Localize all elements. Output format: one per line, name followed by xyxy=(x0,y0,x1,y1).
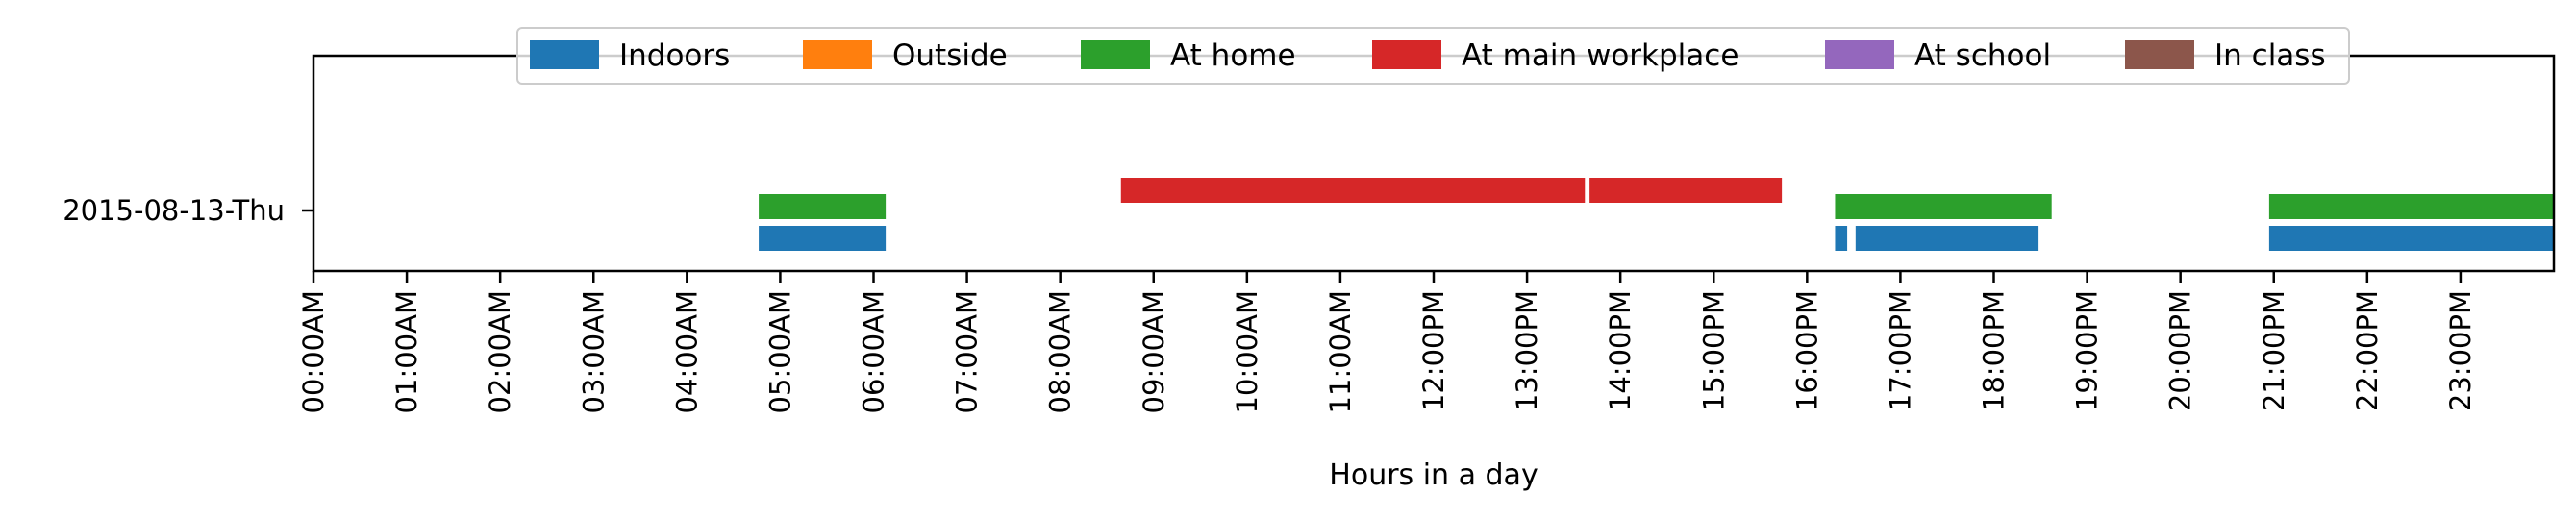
legend-swatch xyxy=(530,40,599,69)
plot-frame xyxy=(312,54,2556,273)
timeline-segment xyxy=(1589,178,1783,203)
y-tick-label: 2015-08-13-Thu xyxy=(63,194,285,227)
legend-swatch xyxy=(1372,40,1441,69)
legend-swatch xyxy=(2125,40,2194,69)
timeline-segment xyxy=(1120,178,1586,203)
timeline-segment xyxy=(1835,194,2052,219)
legend-label: In class xyxy=(2214,38,2326,73)
x-axis: 00:00AM 01:00AM 02:00AM 03:00AM 04:00AM 05:00… xyxy=(297,271,2477,413)
timeline-segment xyxy=(759,226,887,251)
legend-swatch xyxy=(1825,40,1894,69)
x-tick-label: 02:00AM xyxy=(484,290,516,413)
x-tick-label: 11:00AM xyxy=(1324,290,1357,413)
legend-swatch xyxy=(1081,40,1150,69)
x-tick-label: 17:00PM xyxy=(1884,290,1916,411)
legend-label: At main workplace xyxy=(1462,38,1738,73)
x-tick-label: 18:00PM xyxy=(1978,290,2011,411)
x-tick-label: 10:00AM xyxy=(1231,290,1263,413)
x-tick-label: 13:00PM xyxy=(1511,290,1543,411)
timeline-segment xyxy=(1855,226,2039,251)
x-tick-label: 07:00AM xyxy=(951,290,984,413)
legend: Indoors Outside At home At main workplace At… xyxy=(516,27,2350,85)
timeline-segment xyxy=(2268,194,2554,219)
legend-label: At home xyxy=(1170,38,1296,73)
timeline-segment xyxy=(759,194,887,219)
timeline-segment xyxy=(2268,226,2554,251)
x-tick-label: 05:00AM xyxy=(763,290,796,413)
legend-swatch xyxy=(803,40,872,69)
x-tick-label: 22:00PM xyxy=(2351,290,2384,411)
x-tick-label: 09:00AM xyxy=(1138,290,1170,413)
legend-label: Outside xyxy=(892,38,1008,73)
x-tick-label: 23:00PM xyxy=(2444,290,2477,411)
x-tick-label: 04:00AM xyxy=(670,290,703,413)
x-tick-label: 00:00AM xyxy=(297,290,330,413)
timeline-bars xyxy=(759,178,2554,251)
x-tick-label: 19:00PM xyxy=(2071,290,2104,411)
legend-label: At school xyxy=(1914,38,2051,73)
x-tick-label: 12:00PM xyxy=(1417,290,1450,411)
x-tick-label: 06:00AM xyxy=(858,290,890,413)
legend-label: Indoors xyxy=(619,38,730,73)
x-tick-label: 20:00PM xyxy=(2164,290,2197,411)
x-tick-label: 16:00PM xyxy=(1790,290,1823,411)
x-tick-label: 15:00PM xyxy=(1697,290,1730,411)
x-axis-label: Hours in a day xyxy=(1329,458,1538,492)
y-axis: 2015-08-13-Thu xyxy=(63,194,313,227)
x-tick-label: 21:00PM xyxy=(2258,290,2290,411)
x-tick-label: 01:00AM xyxy=(390,290,423,413)
x-tick-label: 08:00AM xyxy=(1044,290,1077,413)
x-tick-label: 03:00AM xyxy=(577,290,610,413)
x-tick-label: 14:00PM xyxy=(1604,290,1637,411)
timeline-segment xyxy=(1835,226,1848,251)
